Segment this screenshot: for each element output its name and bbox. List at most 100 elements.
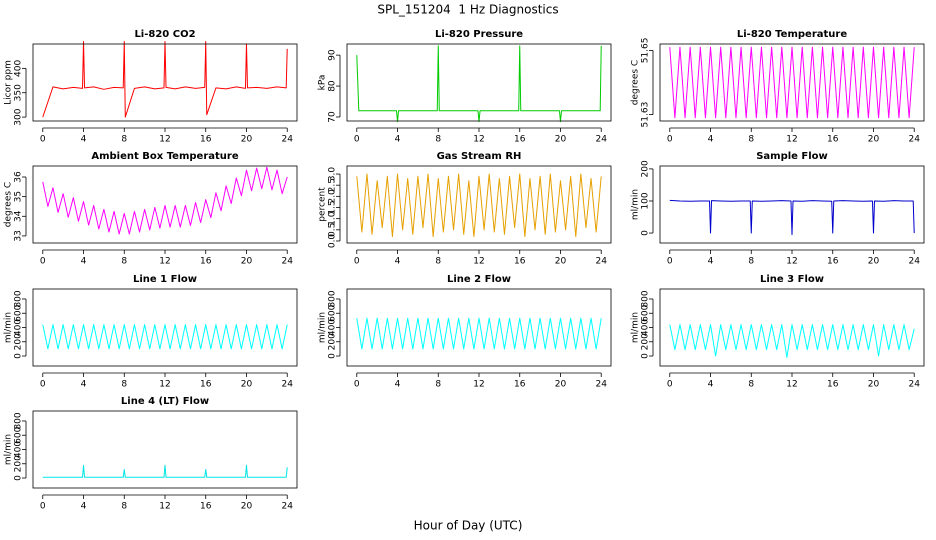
x-tick-label: 12	[786, 135, 797, 145]
x-tick-label: 4	[708, 380, 714, 390]
y-tick-label: 400	[14, 441, 24, 458]
x-tick-label: 16	[514, 380, 526, 390]
y-tick-label: 600	[641, 304, 651, 321]
x-tick-label: 12	[786, 380, 797, 390]
x-tick-label: 12	[786, 257, 797, 267]
x-tick-label: 0	[667, 135, 673, 145]
x-tick-label: 24	[281, 135, 293, 145]
x-tick-label: 4	[395, 257, 401, 267]
plot-box	[659, 43, 925, 122]
x-tick-label: 20	[241, 380, 253, 390]
y-tick-label: 1.0	[328, 211, 338, 226]
data-line	[356, 317, 602, 350]
y-tick-label: 200	[14, 455, 24, 472]
data-line	[356, 173, 602, 238]
y-tick-label: 200	[328, 333, 338, 350]
y-tick-label: 2.0	[328, 189, 338, 204]
y-tick-label: 800	[328, 290, 338, 307]
x-tick-label: 16	[514, 135, 526, 145]
x-tick-label: 12	[473, 380, 484, 390]
y-tick-label: 90	[328, 49, 338, 61]
y-axis-label: ml/min	[4, 434, 14, 465]
plot-box	[32, 410, 298, 489]
x-tick-label: 24	[595, 135, 607, 145]
x-tick-label: 4	[708, 135, 714, 145]
y-tick-label: 800	[14, 412, 24, 429]
y-tick-label: 0	[328, 353, 338, 359]
x-tick-label: 16	[827, 135, 839, 145]
y-axis-label: degrees C	[631, 60, 641, 105]
x-tick-label: 4	[708, 257, 714, 267]
y-tick-label: 350	[14, 84, 24, 101]
x-tick-label: 8	[121, 135, 127, 145]
y-tick-label: 0.0	[328, 234, 338, 249]
panel-title: Sample Flow	[756, 151, 828, 162]
x-tick-label: 24	[595, 380, 607, 390]
x-tick-label: 24	[281, 380, 293, 390]
x-tick-label: 24	[281, 502, 293, 512]
y-tick-label: 51.65	[641, 38, 651, 64]
plot-box	[659, 165, 925, 244]
x-tick-label: 24	[908, 380, 920, 390]
x-tick-label: 8	[121, 257, 127, 267]
plot-box	[346, 165, 612, 244]
x-tick-label: 20	[868, 135, 880, 145]
x-tick-label: 8	[435, 257, 441, 267]
x-tick-label: 8	[435, 135, 441, 145]
plot-box	[32, 288, 298, 367]
x-tick-label: 20	[241, 502, 253, 512]
x-tick-label: 12	[473, 257, 484, 267]
y-tick-label: 600	[14, 304, 24, 321]
y-tick-label: 200	[641, 333, 651, 350]
x-tick-label: 20	[555, 380, 567, 390]
plot-box	[659, 288, 925, 367]
x-tick-label: 16	[200, 135, 212, 145]
plot-box	[346, 288, 612, 367]
y-tick-label: 35	[14, 191, 24, 202]
y-tick-label: 80	[328, 80, 338, 92]
y-axis-label: kPa	[318, 75, 328, 91]
y-tick-label: 200	[14, 333, 24, 350]
panel-title: Line 4 (LT) Flow	[121, 396, 209, 407]
x-tick-label: 8	[748, 257, 754, 267]
x-tick-label: 12	[159, 380, 170, 390]
y-tick-label: 400	[641, 319, 651, 336]
panel-title: Li-820 CO2	[134, 29, 195, 40]
figure-title: SPL_151204 1 Hz Diagnostics	[377, 3, 558, 17]
x-tick-label: 16	[200, 257, 212, 267]
y-tick-label: 400	[328, 319, 338, 336]
x-tick-label: 0	[40, 380, 46, 390]
plot-box	[32, 165, 298, 244]
panel-title: Line 1 Flow	[133, 274, 197, 285]
x-tick-label: 0	[354, 380, 360, 390]
data-line	[42, 166, 288, 235]
y-tick-label: 600	[14, 426, 24, 443]
x-tick-label: 16	[200, 502, 212, 512]
data-line	[42, 41, 288, 118]
y-axis-label: ml/min	[631, 189, 641, 220]
y-axis-label: Licor ppm	[4, 60, 14, 105]
y-axis-label: ml/min	[318, 312, 328, 343]
x-tick-label: 24	[281, 257, 293, 267]
y-axis-label: percent	[318, 187, 328, 222]
x-tick-label: 24	[595, 257, 607, 267]
x-tick-label: 20	[555, 257, 567, 267]
y-tick-label: 0	[641, 353, 651, 359]
x-axis-label: Hour of Day (UTC)	[414, 519, 523, 533]
x-tick-label: 20	[241, 257, 253, 267]
x-tick-label: 16	[827, 257, 839, 267]
x-tick-label: 0	[354, 257, 360, 267]
y-tick-label: 100	[641, 192, 651, 209]
data-line	[669, 324, 915, 358]
y-tick-label: 51.63	[641, 102, 651, 128]
y-tick-label: 0	[14, 475, 24, 481]
x-tick-label: 8	[121, 380, 127, 390]
plot-box	[32, 43, 298, 122]
y-tick-label: 800	[14, 290, 24, 307]
x-tick-label: 0	[667, 380, 673, 390]
plot-box	[346, 43, 612, 122]
x-tick-label: 20	[868, 380, 880, 390]
y-tick-label: 36	[14, 171, 24, 183]
x-tick-label: 0	[40, 502, 46, 512]
